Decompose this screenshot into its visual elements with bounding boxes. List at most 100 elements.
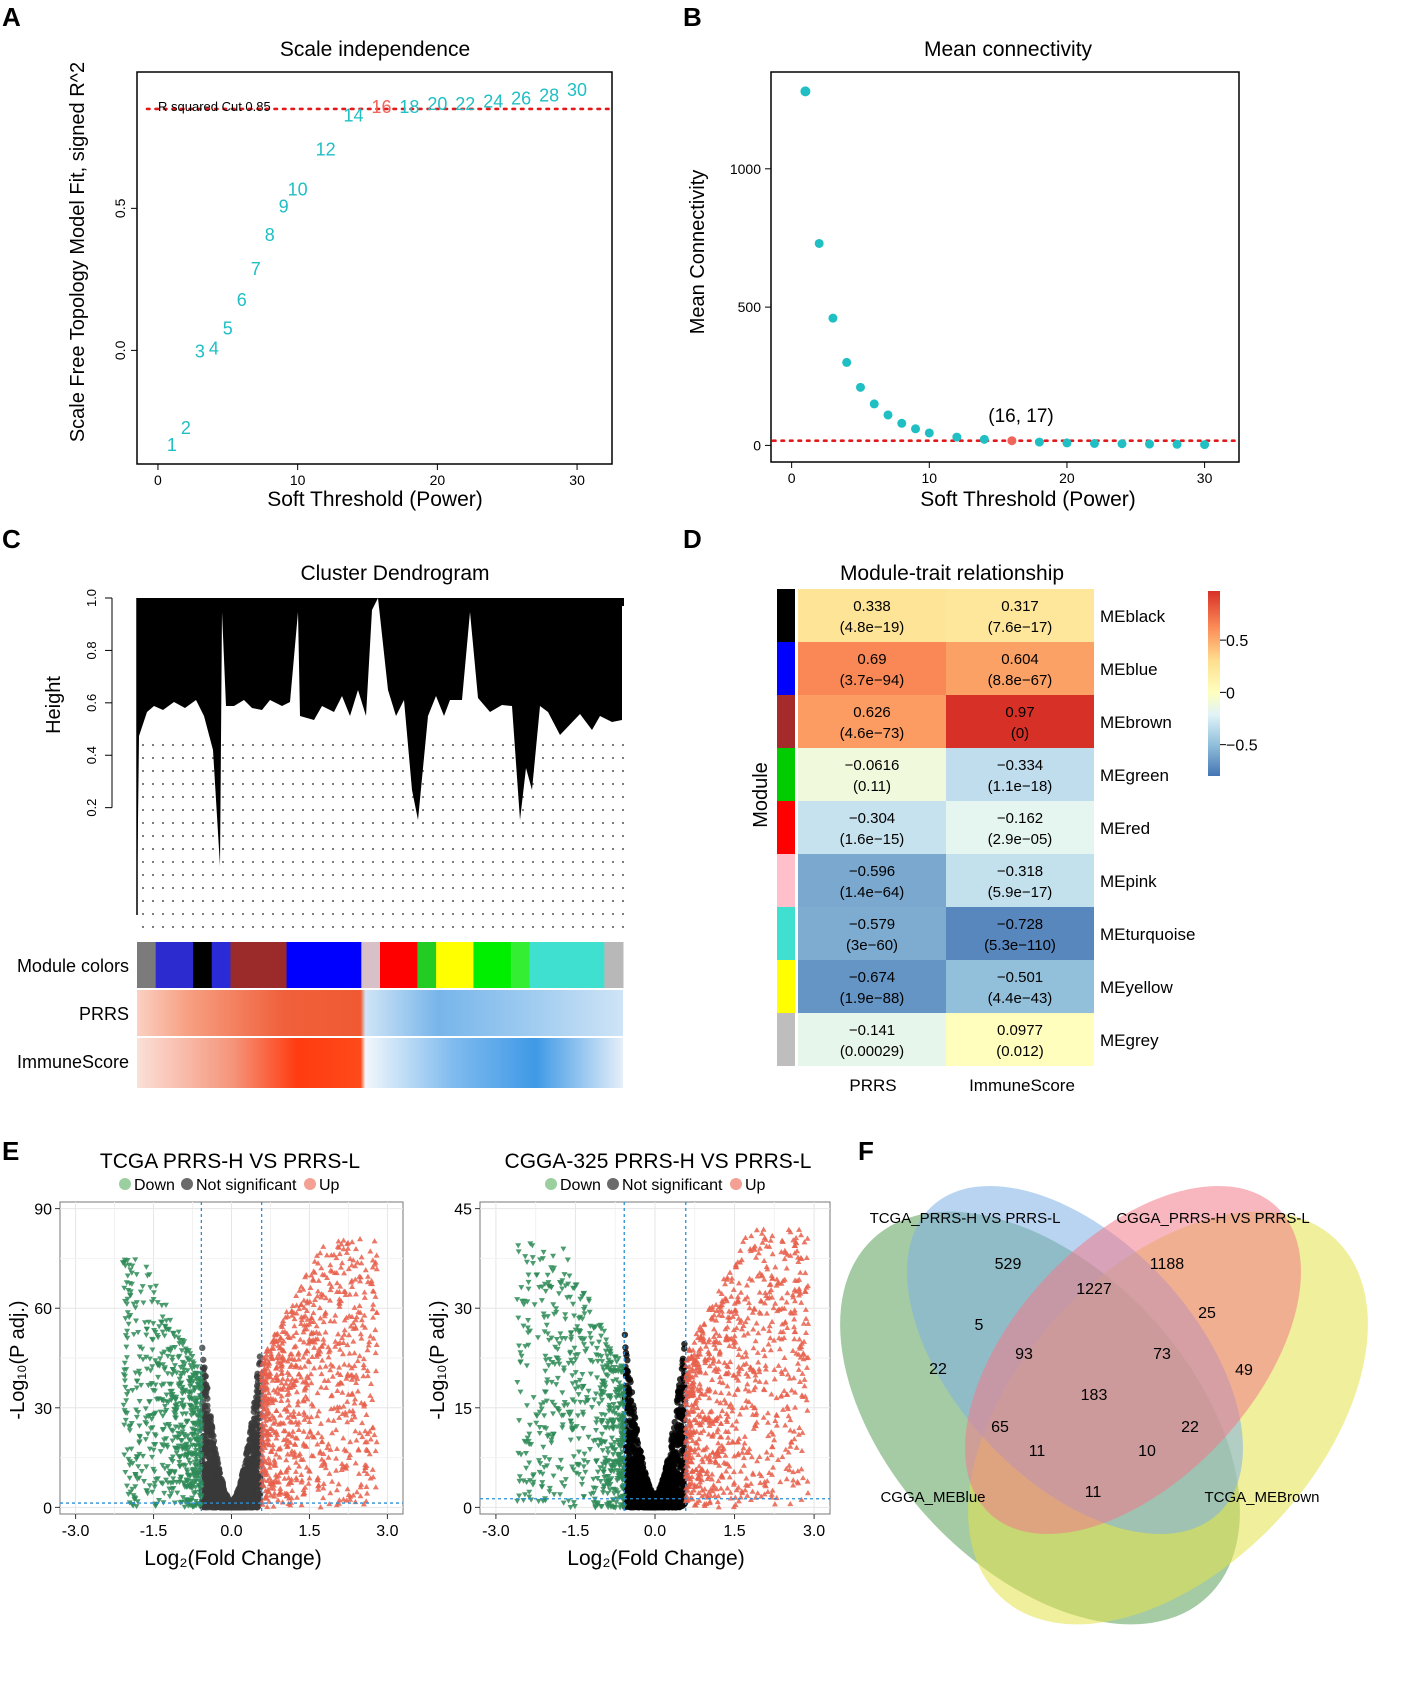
- volcano-point-ns: [663, 1459, 671, 1466]
- panel-d-heatmap: 0.338(4.8e−19)0.317(7.6e−17)MEblack0.69(…: [777, 589, 1195, 1066]
- volcano-point-up: [364, 1273, 371, 1279]
- volcano-point-up: [294, 1494, 301, 1500]
- module-row-label: MEyellow: [1100, 978, 1173, 997]
- panel-c-module-colors: [137, 942, 624, 988]
- data-point: [911, 424, 921, 434]
- volcano-point-up: [319, 1357, 326, 1363]
- volcano-point-up: [359, 1419, 366, 1426]
- volcano-point-up: [371, 1261, 378, 1267]
- volcano-point-up: [265, 1359, 272, 1365]
- volcano-point-up: [275, 1497, 282, 1503]
- volcano-point-up: [363, 1498, 370, 1504]
- panel-c-leaf-dots: [140, 735, 624, 933]
- volcano-point-up: [326, 1470, 333, 1476]
- data-point-label: 12: [316, 140, 336, 160]
- data-point-label: 6: [237, 290, 247, 310]
- heatmap-cell: [798, 695, 946, 748]
- volcano-point-up: [369, 1264, 376, 1270]
- volcano-point-up: [341, 1317, 348, 1323]
- module-color-segment: [286, 942, 362, 988]
- volcano-point-up: [352, 1396, 359, 1402]
- colorbar-tick-label: 0: [1226, 685, 1235, 702]
- volcano-point-ns: [253, 1401, 260, 1409]
- module-row-label: MEblack: [1100, 607, 1166, 626]
- volcano-point-ns: [648, 1494, 656, 1501]
- volcano-point-up: [261, 1457, 268, 1463]
- volcano-point-up: [358, 1335, 365, 1341]
- data-point: [1034, 437, 1044, 447]
- volcano-point-up: [306, 1290, 313, 1296]
- volcano-point-ns: [635, 1502, 642, 1510]
- data-point-label: 4: [209, 339, 219, 359]
- volcano-point-up: [328, 1405, 335, 1412]
- volcano-point-up: [294, 1435, 301, 1441]
- data-point: [814, 238, 824, 248]
- volcano-point-up: [314, 1441, 321, 1447]
- heatmap-cell: [798, 907, 946, 960]
- panel-d-title: Module-trait relationship: [840, 562, 1064, 585]
- volcano-point-up: [287, 1351, 294, 1357]
- panel-e1-points: [119, 1236, 380, 1511]
- data-point-label: 7: [251, 259, 261, 279]
- volcano-point-ns: [255, 1490, 263, 1497]
- volcano-point-ns: [625, 1474, 633, 1481]
- volcano-point-up: [336, 1250, 343, 1257]
- volcano-point-up: [274, 1377, 281, 1383]
- volcano-point-up: [275, 1351, 282, 1357]
- volcano-point-up: [295, 1371, 302, 1377]
- volcano-point-up: [350, 1492, 357, 1498]
- volcano-point-up: [320, 1494, 327, 1501]
- volcano-point-up: [365, 1342, 372, 1348]
- data-point-label: 8: [265, 225, 275, 245]
- data-point: [828, 313, 838, 323]
- y-tick-label: 0.2: [84, 799, 99, 817]
- colorbar-tick-label: 0.5: [1226, 633, 1248, 650]
- volcano-point-ns: [248, 1447, 256, 1455]
- panel-e1-title: TCGA PRRS-H VS PRRS-L: [100, 1150, 360, 1173]
- volcano-point-up: [343, 1249, 350, 1255]
- panel-e-right: CGGA-325 PRRS-H VS PRRS-L Down Not signi…: [427, 1150, 831, 1570]
- volcano-point-up: [284, 1414, 291, 1420]
- heatmap-cell-value: −0.501: [997, 969, 1043, 986]
- volcano-point-ns: [632, 1474, 639, 1481]
- volcano-point-up: [292, 1364, 299, 1370]
- panel-d-colorbar: [1208, 591, 1220, 776]
- volcano-point-up: [301, 1398, 308, 1404]
- x-tick-label: 30: [569, 472, 585, 488]
- volcano-point-ns: [670, 1490, 677, 1497]
- volcano-point-ns: [665, 1465, 672, 1473]
- volcano-point-ns: [245, 1491, 253, 1499]
- volcano-point-up: [270, 1485, 277, 1491]
- volcano-point-ns: [622, 1344, 629, 1351]
- volcano-point-ns: [676, 1376, 684, 1383]
- volcano-point-up: [314, 1288, 321, 1294]
- volcano-point-ns: [248, 1420, 255, 1427]
- volcano-point-up: [332, 1312, 339, 1318]
- volcano-point-up: [369, 1425, 376, 1431]
- panel-label-b: B: [683, 2, 702, 32]
- heatmap-cell-pvalue: (0.00029): [840, 1043, 904, 1060]
- volcano-point-up: [279, 1375, 286, 1382]
- volcano-point-ns: [637, 1448, 644, 1455]
- volcano-point-up: [358, 1317, 365, 1323]
- volcano-point-ns: [254, 1416, 261, 1423]
- volcano-point-up: [354, 1259, 361, 1265]
- volcano-point-up: [273, 1451, 280, 1457]
- data-point-label: 18: [399, 97, 419, 117]
- volcano-point-ns: [643, 1496, 650, 1504]
- volcano-point-up: [259, 1501, 266, 1507]
- data-point-label: 10: [288, 179, 308, 199]
- heatmap-cell-pvalue: (7.6e−17): [988, 619, 1053, 636]
- volcano-point-up: [373, 1266, 380, 1272]
- volcano-point-up: [322, 1363, 329, 1369]
- volcano-point-up: [340, 1435, 347, 1441]
- volcano-point-up: [269, 1445, 276, 1452]
- volcano-point-up: [339, 1351, 346, 1357]
- volcano-point-up: [290, 1333, 297, 1339]
- data-point-label: 26: [511, 89, 531, 109]
- volcano-point-ns: [210, 1463, 218, 1471]
- volcano-point-up: [322, 1309, 329, 1315]
- y-tick-label: 1.0: [84, 589, 99, 607]
- volcano-point-up: [300, 1329, 307, 1335]
- volcano-point-ns: [206, 1470, 213, 1477]
